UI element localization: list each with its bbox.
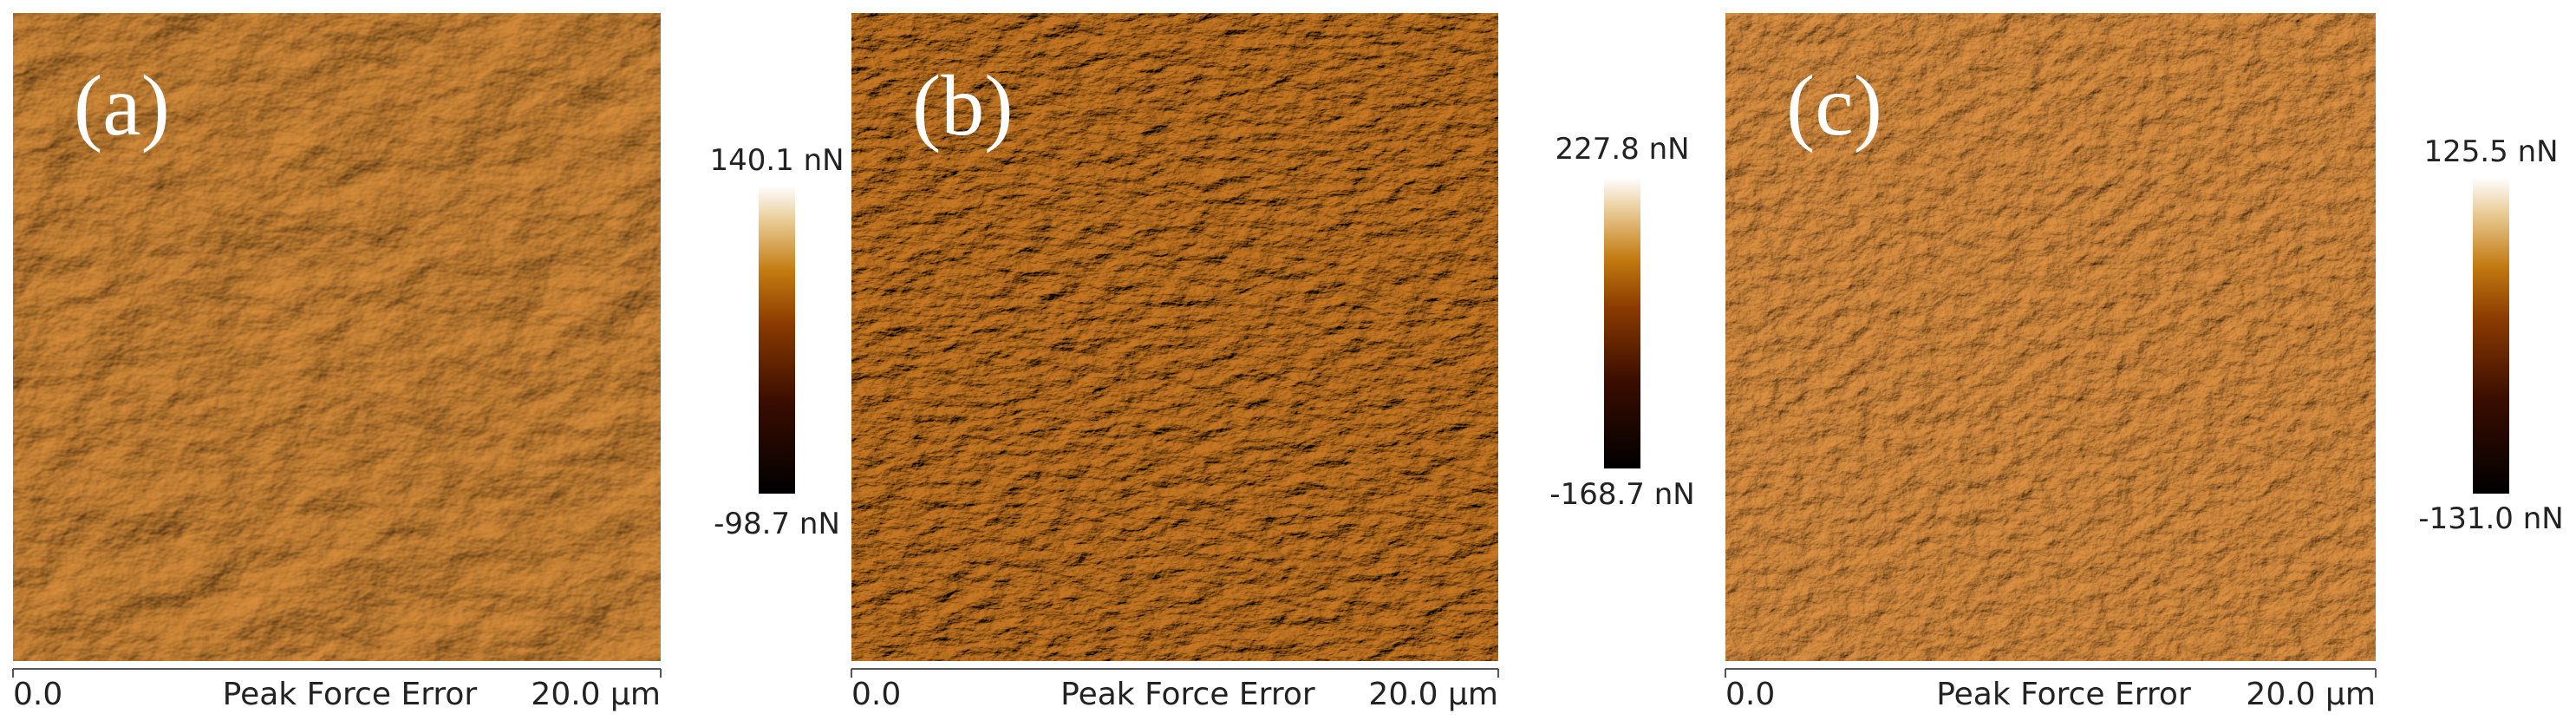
panel-label: (a) [74,57,170,154]
axis-end: 20.0 µm [531,677,661,712]
scale-max: 227.8 nN [1555,132,1689,167]
afm-image [1725,13,2376,661]
axis-title: Peak Force Error [223,677,478,712]
colorbar [1604,178,1640,468]
scale-min: -168.7 nN [1549,477,1694,512]
axis-title: Peak Force Error [1060,677,1315,712]
axis-start: 0.0 [851,677,901,712]
axis-start: 0.0 [13,677,62,712]
scale-min: -98.7 nN [714,507,840,541]
afm-image [851,13,1498,661]
colorbar [759,186,795,494]
axis-title: Peak Force Error [1936,677,2191,712]
panel-label: (b) [912,57,1014,154]
scale-max: 125.5 nN [2423,134,2558,169]
panel-label: (c) [1786,57,1882,154]
axis-start: 0.0 [1725,677,1775,712]
afm-image [13,13,661,661]
scale-min: -131.0 nN [2418,501,2563,536]
axis-end: 20.0 µm [1368,677,1498,712]
axis-end: 20.0 µm [2246,677,2376,712]
scale-max: 140.1 nN [709,143,844,178]
colorbar [2473,178,2509,494]
